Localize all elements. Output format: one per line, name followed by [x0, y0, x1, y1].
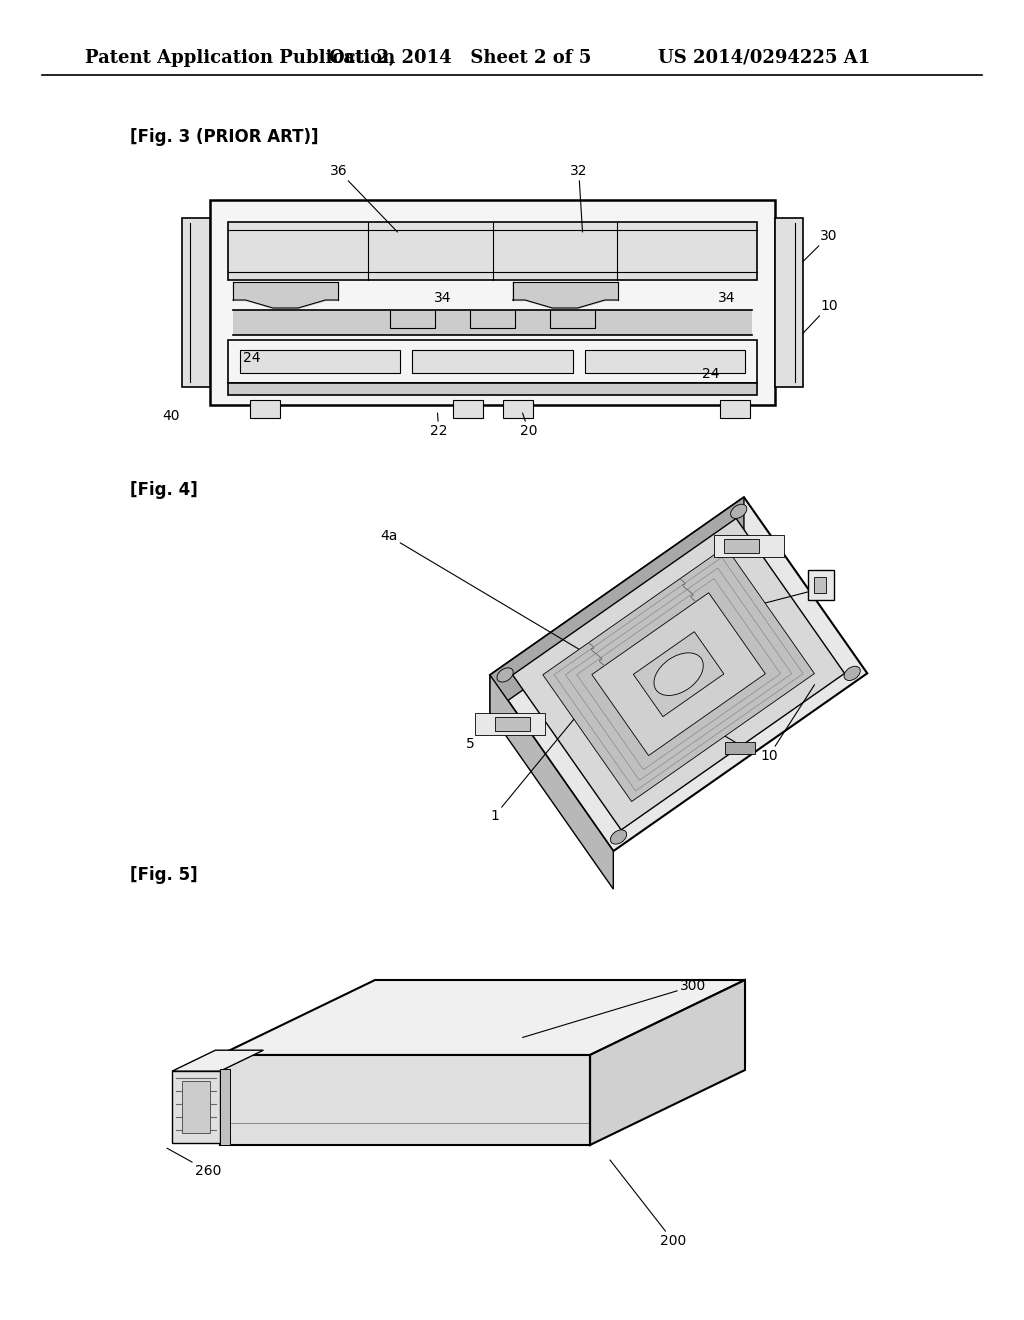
Polygon shape: [490, 498, 744, 713]
Text: 24: 24: [702, 367, 720, 381]
Polygon shape: [513, 519, 845, 830]
Polygon shape: [634, 632, 724, 717]
Text: 1: 1: [490, 652, 630, 822]
Polygon shape: [590, 979, 745, 1144]
Text: 34: 34: [434, 290, 452, 305]
Bar: [182, 218, 210, 387]
Text: US 2014/0294225 A1: US 2014/0294225 A1: [657, 49, 870, 67]
Polygon shape: [220, 1069, 230, 1146]
Polygon shape: [172, 1051, 263, 1072]
Bar: [503, 400, 532, 418]
Ellipse shape: [497, 668, 513, 682]
Polygon shape: [172, 1072, 220, 1143]
Bar: [453, 400, 482, 418]
Polygon shape: [220, 1055, 590, 1144]
Polygon shape: [475, 713, 545, 735]
Polygon shape: [592, 593, 765, 755]
Bar: [228, 341, 757, 383]
Text: 30: 30: [803, 228, 838, 261]
Bar: [585, 350, 745, 374]
Text: [Fig. 5]: [Fig. 5]: [130, 866, 198, 884]
Text: 7: 7: [730, 585, 834, 618]
Ellipse shape: [730, 504, 746, 519]
Bar: [240, 350, 400, 374]
Text: Patent Application Publication: Patent Application Publication: [85, 49, 395, 67]
Polygon shape: [808, 570, 834, 601]
Text: 10: 10: [803, 300, 838, 333]
Bar: [250, 400, 280, 418]
Text: Oct. 2, 2014   Sheet 2 of 5: Oct. 2, 2014 Sheet 2 of 5: [329, 49, 591, 67]
Bar: [228, 222, 757, 280]
Text: 22: 22: [430, 413, 447, 438]
Text: 24: 24: [243, 351, 260, 364]
Bar: [724, 539, 759, 553]
Ellipse shape: [654, 653, 703, 696]
Bar: [775, 218, 803, 387]
Bar: [228, 383, 757, 395]
Text: 200: 200: [610, 1160, 686, 1247]
Bar: [210, 201, 775, 405]
Text: 32: 32: [570, 164, 588, 232]
Bar: [233, 310, 752, 335]
Text: 300: 300: [522, 979, 707, 1038]
Bar: [495, 717, 530, 731]
Bar: [814, 577, 825, 593]
Text: 4b: 4b: [590, 680, 728, 748]
Polygon shape: [543, 546, 814, 801]
Text: 5: 5: [466, 737, 475, 751]
Ellipse shape: [610, 830, 627, 843]
Bar: [182, 1081, 210, 1133]
Text: 4a: 4a: [380, 529, 735, 742]
Polygon shape: [490, 675, 613, 890]
Text: 40: 40: [162, 409, 179, 422]
Text: 260: 260: [167, 1148, 221, 1177]
Bar: [413, 350, 572, 374]
Text: 10: 10: [760, 685, 814, 763]
Polygon shape: [725, 742, 756, 754]
Text: [Fig. 4]: [Fig. 4]: [130, 480, 198, 499]
Polygon shape: [220, 979, 745, 1055]
Polygon shape: [714, 535, 784, 557]
Text: [Fig. 3 (PRIOR ART)]: [Fig. 3 (PRIOR ART)]: [130, 128, 318, 147]
Text: 36: 36: [330, 164, 397, 232]
Text: 20: 20: [520, 413, 538, 438]
Polygon shape: [490, 498, 867, 851]
Text: 34: 34: [718, 290, 736, 305]
Ellipse shape: [844, 667, 860, 681]
Bar: [720, 400, 750, 418]
